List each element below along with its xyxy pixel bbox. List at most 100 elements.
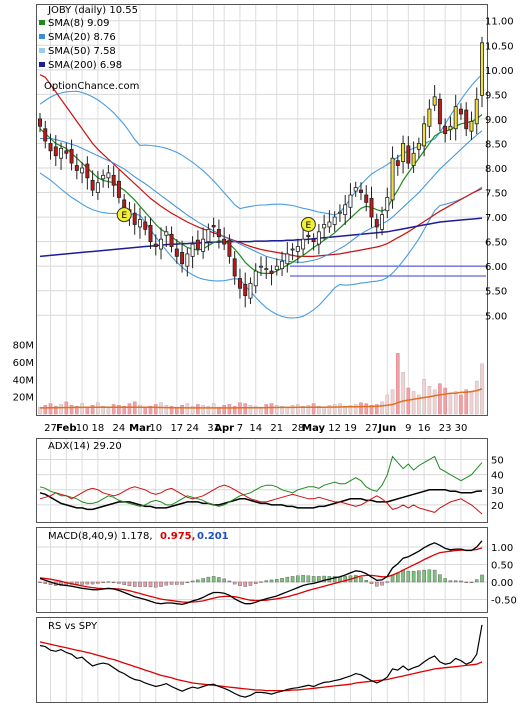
x-tick-label: 12: [328, 423, 341, 434]
price-panel-frame: [36, 4, 488, 416]
candle-body: [164, 231, 169, 236]
x-tick-label: Apr: [214, 423, 234, 434]
candle-body: [343, 204, 348, 216]
volume-bar: [364, 403, 369, 415]
volume-bar: [75, 405, 79, 415]
volume-bar: [290, 405, 295, 415]
price-tick-label: 9.50: [485, 90, 507, 101]
macd-histogram-bar: [106, 581, 111, 583]
candle-body: [395, 160, 400, 166]
candle-body: [195, 239, 200, 250]
candle-body: [411, 152, 416, 166]
macd-histogram-bar: [217, 577, 221, 583]
price-tick-label: 11.00: [485, 17, 514, 28]
x-tick-label: 28: [291, 423, 304, 434]
volume-bar: [348, 405, 353, 415]
candle-body: [274, 265, 279, 271]
macd-histogram-bar: [290, 576, 295, 583]
candle-body: [122, 199, 127, 208]
candle-body: [353, 187, 358, 192]
x-tick-label: 19: [344, 423, 357, 434]
price-tick-label: 7.00: [485, 213, 507, 224]
candle-body: [237, 278, 242, 289]
x-tick-label: 18: [92, 423, 105, 434]
x-tick-label: 21: [270, 423, 283, 434]
macd-histogram-bar: [311, 576, 316, 583]
candle-body: [406, 145, 411, 164]
x-tick-label: 17: [170, 423, 183, 434]
x-tick-label: May: [302, 423, 325, 434]
macd-histogram-bar: [259, 581, 263, 583]
macd-layer: [38, 540, 484, 606]
macd-histogram-bar: [364, 580, 369, 583]
volume-bar: [96, 402, 100, 415]
x-tick-label: 24: [113, 423, 126, 434]
candle-body: [285, 253, 290, 265]
sma200-line: [39, 217, 483, 258]
macd-histogram-bar: [443, 578, 447, 583]
candle-body: [264, 268, 269, 271]
x-tick-label: 27: [365, 423, 378, 434]
price-tick-label: 8.00: [485, 164, 507, 175]
macd-histogram-bar: [101, 581, 105, 584]
volume-bar: [53, 405, 58, 415]
volume-bar: [390, 389, 395, 415]
macd-histogram-bar: [427, 569, 432, 583]
candle-body: [159, 238, 164, 250]
macd-histogram-bar: [406, 570, 411, 583]
candle-body: [259, 265, 263, 268]
candle-body: [227, 239, 232, 257]
candle-body: [464, 109, 469, 130]
price-tick-label: 10.00: [485, 66, 514, 77]
volume-bar: [122, 405, 127, 415]
volume-bar: [180, 405, 184, 415]
macd-histogram-bar: [438, 574, 442, 583]
volume-bar: [359, 402, 363, 415]
candle-body: [80, 167, 85, 174]
candle-body: [474, 98, 479, 125]
candle-body: [432, 96, 437, 106]
volume-bar: [111, 404, 116, 415]
macd-histogram-bar: [464, 581, 468, 584]
candle-body: [269, 270, 274, 274]
earnings-marker: [300, 216, 316, 232]
volume-bar: [243, 403, 248, 415]
x-tick-label: 7: [237, 423, 243, 434]
macd-histogram-bar: [253, 581, 258, 584]
volume-bar: [280, 405, 284, 415]
macd-histogram-bar: [238, 581, 242, 587]
volume-bar: [380, 401, 384, 415]
volume-bar: [201, 405, 205, 415]
volume-bar: [164, 405, 169, 415]
sma20-line: [40, 130, 483, 263]
candle-body: [101, 174, 106, 180]
volume-bar: [169, 405, 174, 415]
volume-bar: [185, 403, 190, 415]
macd-histogram-bar: [432, 569, 437, 583]
rs-layer: [39, 624, 483, 698]
volume-bar: [306, 405, 311, 415]
adx-series-line: [39, 484, 483, 515]
candle-body: [332, 216, 337, 225]
volume-bar: [459, 394, 463, 415]
candle-body: [380, 214, 385, 230]
volume-bar: [190, 405, 195, 415]
candle-body: [416, 143, 421, 150]
candle-body: [243, 283, 248, 297]
candle-body: [201, 238, 206, 252]
volume-bar: [127, 403, 132, 415]
volume-bar: [464, 389, 469, 415]
volume-bar: [338, 403, 342, 415]
volume-tick-label: 60M: [13, 358, 34, 369]
adx-panel-frame: [36, 438, 488, 523]
macd-line: [39, 540, 483, 606]
macd-histogram-bar: [164, 581, 169, 586]
candle-body: [295, 246, 300, 252]
macd-histogram-bar: [185, 581, 190, 584]
legend-swatch-sma20: [39, 34, 45, 39]
volume-bar: [148, 405, 153, 415]
candle-body: [206, 228, 211, 243]
x-tick-label: 23: [439, 423, 452, 434]
macd-tick-label: 0.50: [491, 561, 513, 572]
candle-body: [443, 125, 448, 135]
